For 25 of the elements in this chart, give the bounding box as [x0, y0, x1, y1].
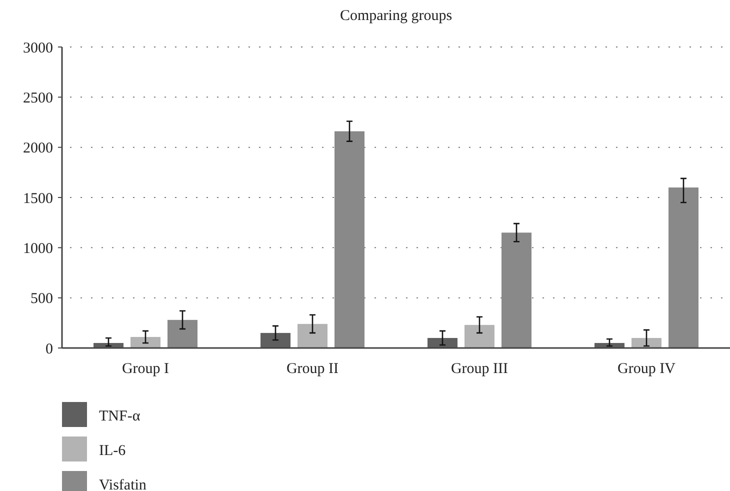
bar — [668, 187, 698, 348]
y-tick-label: 3000 — [23, 40, 53, 56]
y-tick-label: 2500 — [23, 90, 53, 106]
x-tick-label: Group IV — [618, 361, 676, 377]
y-tick-label: 2000 — [23, 140, 53, 157]
bar — [464, 324, 494, 348]
bar — [428, 338, 458, 348]
bar — [260, 332, 290, 348]
legend-label: IL-6 — [99, 442, 126, 459]
y-tick-label: 1000 — [23, 240, 53, 257]
x-tick-label: Group III — [450, 361, 508, 377]
bar — [632, 338, 662, 348]
x-tick-label: Group II — [286, 361, 339, 377]
bar — [298, 324, 328, 348]
x-tick-label: Group I — [122, 361, 170, 377]
y-tick-label: 0 — [46, 341, 53, 358]
bar — [334, 131, 364, 348]
bar — [168, 320, 198, 348]
legend-label: TNF-α — [99, 408, 140, 424]
chart-title: Comparing groups — [340, 8, 452, 24]
bar — [130, 336, 160, 348]
y-tick-label: 500 — [30, 291, 53, 308]
y-tick-label: 1500 — [23, 190, 53, 207]
bar — [502, 232, 532, 348]
legend-label: Visfatin — [99, 477, 147, 491]
